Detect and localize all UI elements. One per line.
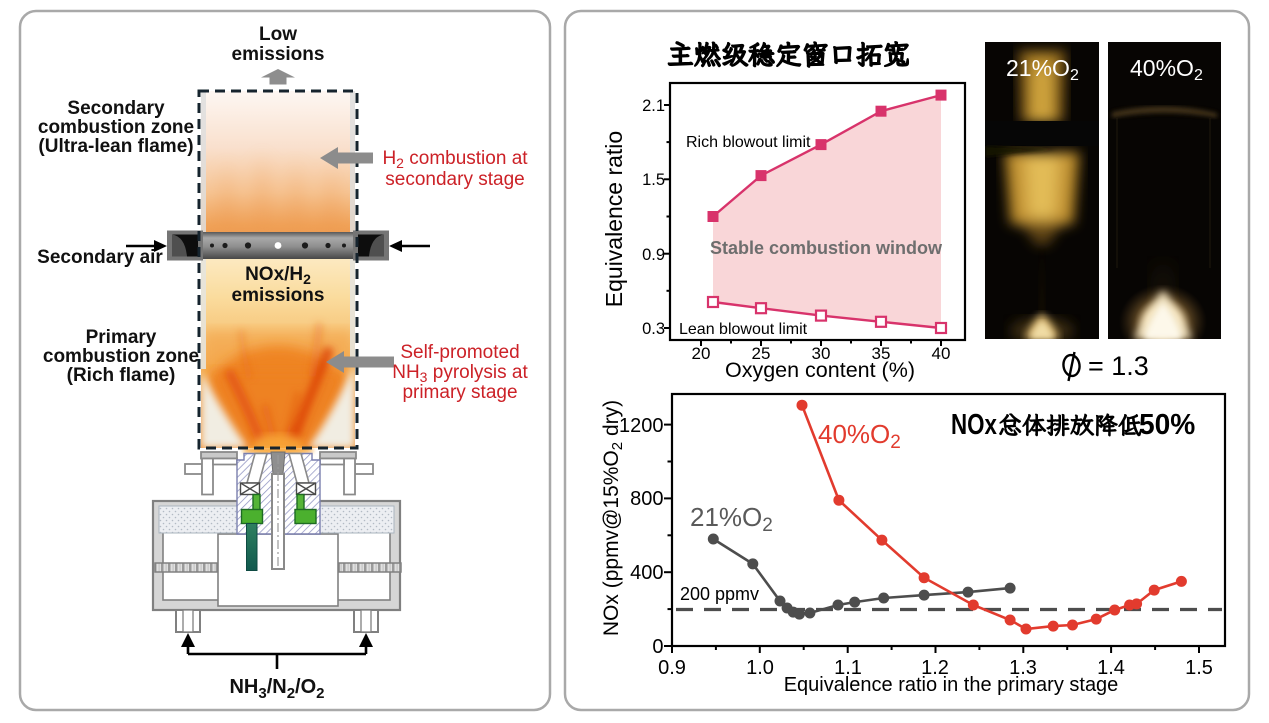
svg-text:1200: 1200 [619,415,664,437]
svg-text:25: 25 [752,344,771,363]
svg-text:NOx/H2: NOx/H2 [245,264,311,287]
svg-text:combustion zone: combustion zone [43,346,199,367]
svg-text:Secondary: Secondary [67,98,165,119]
svg-text:Lean blowout limit: Lean blowout limit [679,321,808,338]
svg-text:secondary stage: secondary stage [385,169,524,190]
svg-text:20: 20 [692,344,711,363]
svg-text:35: 35 [872,344,891,363]
svg-text:Secondary air: Secondary air [37,247,163,268]
svg-text:1.5: 1.5 [642,171,665,189]
svg-text:30: 30 [812,344,831,363]
svg-text:Primary: Primary [86,327,157,348]
svg-text:= 1.3: = 1.3 [1088,351,1149,381]
svg-text:21%O2: 21%O2 [1006,55,1079,84]
svg-text:Equivalence ratio in the prima: Equivalence ratio in the primary stage [784,674,1119,696]
svg-text:1.3: 1.3 [1009,657,1037,679]
svg-text:emissions: emissions [232,285,325,306]
svg-text:21%O2: 21%O2 [690,502,773,536]
svg-text:NOx (ppmv@15%O2 dry): NOx (ppmv@15%O2 dry) [600,400,626,636]
svg-text:50%: 50% [1139,409,1195,441]
svg-text:Equivalence ratio: Equivalence ratio [601,131,627,307]
svg-text:800: 800 [630,488,663,510]
svg-text:1.0: 1.0 [746,657,774,679]
svg-text:Self-promoted: Self-promoted [400,342,519,363]
svg-text:emissions: emissions [232,44,325,65]
svg-text:400: 400 [630,562,663,584]
svg-text:1.4: 1.4 [1097,657,1125,679]
svg-text:Oxygen content (%): Oxygen content (%) [725,358,915,382]
svg-text:2.1: 2.1 [642,97,665,115]
svg-text:0.9: 0.9 [642,246,665,264]
svg-text:primary stage: primary stage [402,382,517,403]
svg-text:combustion zone: combustion zone [38,117,194,138]
svg-text:NH3/N2/O2: NH3/N2/O2 [229,676,324,702]
svg-text:40%O2: 40%O2 [1130,55,1203,84]
svg-text:(Ultra-lean flame): (Ultra-lean flame) [38,136,193,157]
svg-text:1.2: 1.2 [921,657,949,679]
svg-text:Stable combustion window: Stable combustion window [710,238,943,258]
svg-text:0: 0 [652,636,663,658]
svg-text:NOx: NOx [951,409,997,440]
svg-text:40%O2: 40%O2 [818,419,901,453]
svg-text:H2 combustion at: H2 combustion at [382,148,528,171]
svg-text:0.3: 0.3 [642,320,665,338]
svg-text:Low: Low [259,24,297,45]
svg-text:(Rich flame): (Rich flame) [67,365,176,386]
svg-text:0.9: 0.9 [658,657,686,679]
svg-text:200 ppmv: 200 ppmv [680,584,759,604]
svg-text:Rich blowout limit: Rich blowout limit [686,134,811,151]
svg-text:40: 40 [932,344,951,363]
svg-text:1.5: 1.5 [1185,657,1213,679]
svg-text:1.1: 1.1 [834,657,862,679]
